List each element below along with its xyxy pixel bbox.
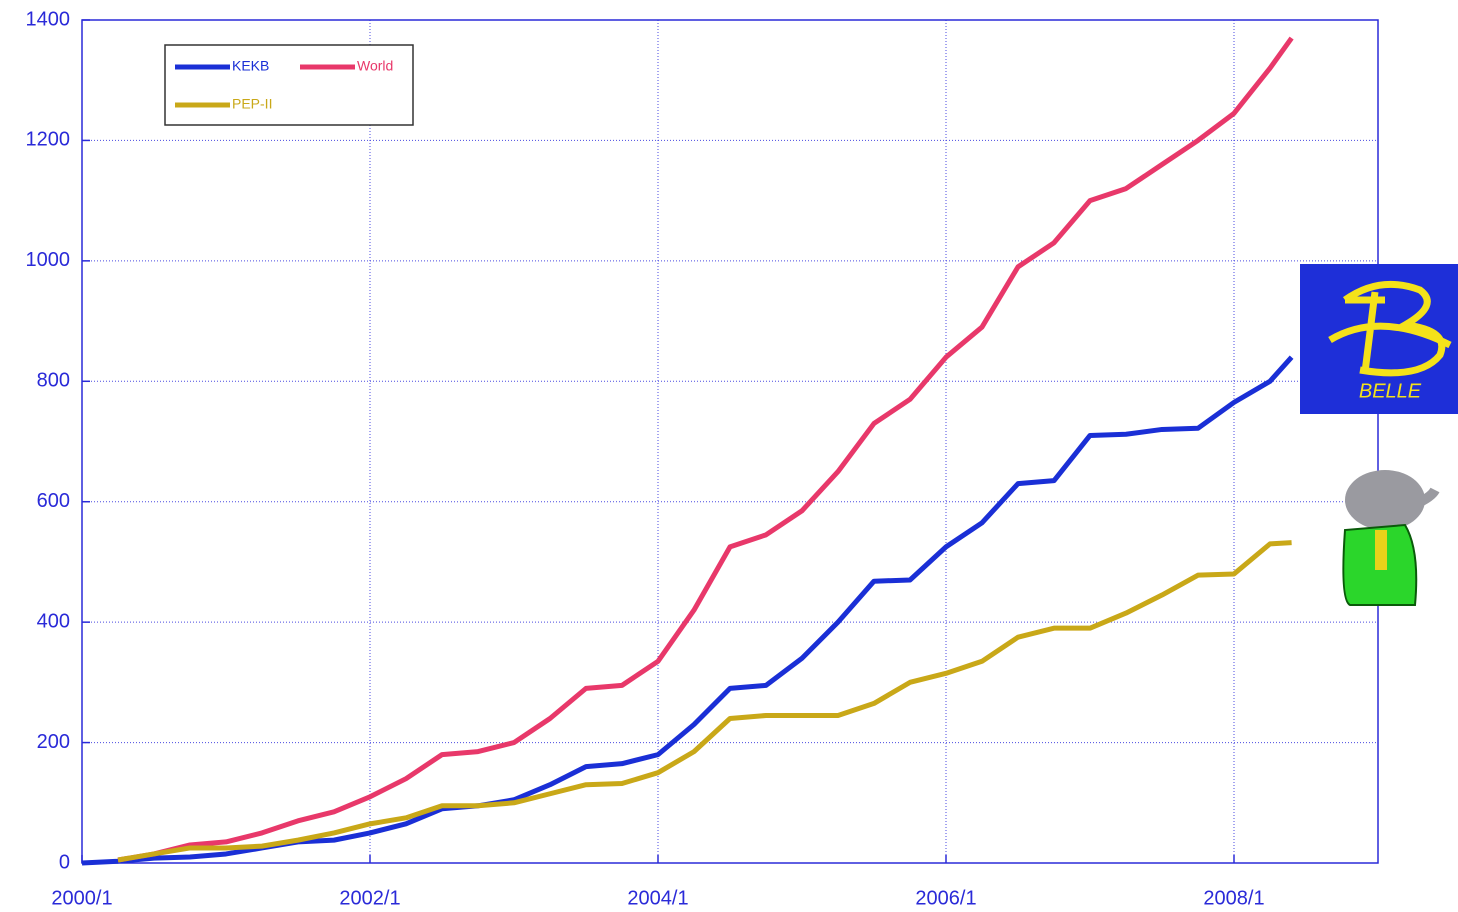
legend-label: PEP-II — [232, 96, 272, 112]
y-tick-label: 0 — [59, 851, 70, 873]
lines — [81, 36, 1294, 866]
y-tick-label: 200 — [37, 731, 70, 753]
belle-logo: BELLE — [1300, 264, 1458, 414]
x-tick-label: 2006/1 — [915, 887, 976, 909]
y-tick-label: 1000 — [26, 249, 71, 271]
plot-frame — [81, 19, 1379, 864]
x-tick-label: 2002/1 — [339, 887, 400, 909]
y-tick-label: 1200 — [26, 129, 71, 151]
series-line — [117, 540, 1292, 863]
x-tick-label: 2008/1 — [1203, 887, 1264, 909]
logo-b — [1328, 280, 1452, 377]
babar-logo — [1342, 470, 1440, 606]
y-tick-label: 1400 — [26, 8, 71, 30]
legend-label: KEKB — [232, 58, 269, 74]
grid — [81, 19, 1378, 864]
y-tick-label: 800 — [37, 370, 70, 392]
y-tick-label: 400 — [37, 610, 70, 632]
y-tick-label: 600 — [37, 490, 70, 512]
elephant-vest — [1375, 530, 1387, 570]
x-tick-label: 2004/1 — [627, 887, 688, 909]
series-line — [117, 36, 1294, 863]
elephant-head — [1345, 470, 1425, 530]
legend-box — [164, 44, 414, 126]
legend-label: World — [357, 58, 393, 74]
legend: KEKB World PEP-II — [164, 44, 414, 126]
logo-text: BELLE — [1359, 380, 1422, 402]
x-tick-label: 2000/1 — [51, 887, 112, 909]
elephant-trunk — [1398, 487, 1440, 515]
series-line — [81, 355, 1294, 866]
